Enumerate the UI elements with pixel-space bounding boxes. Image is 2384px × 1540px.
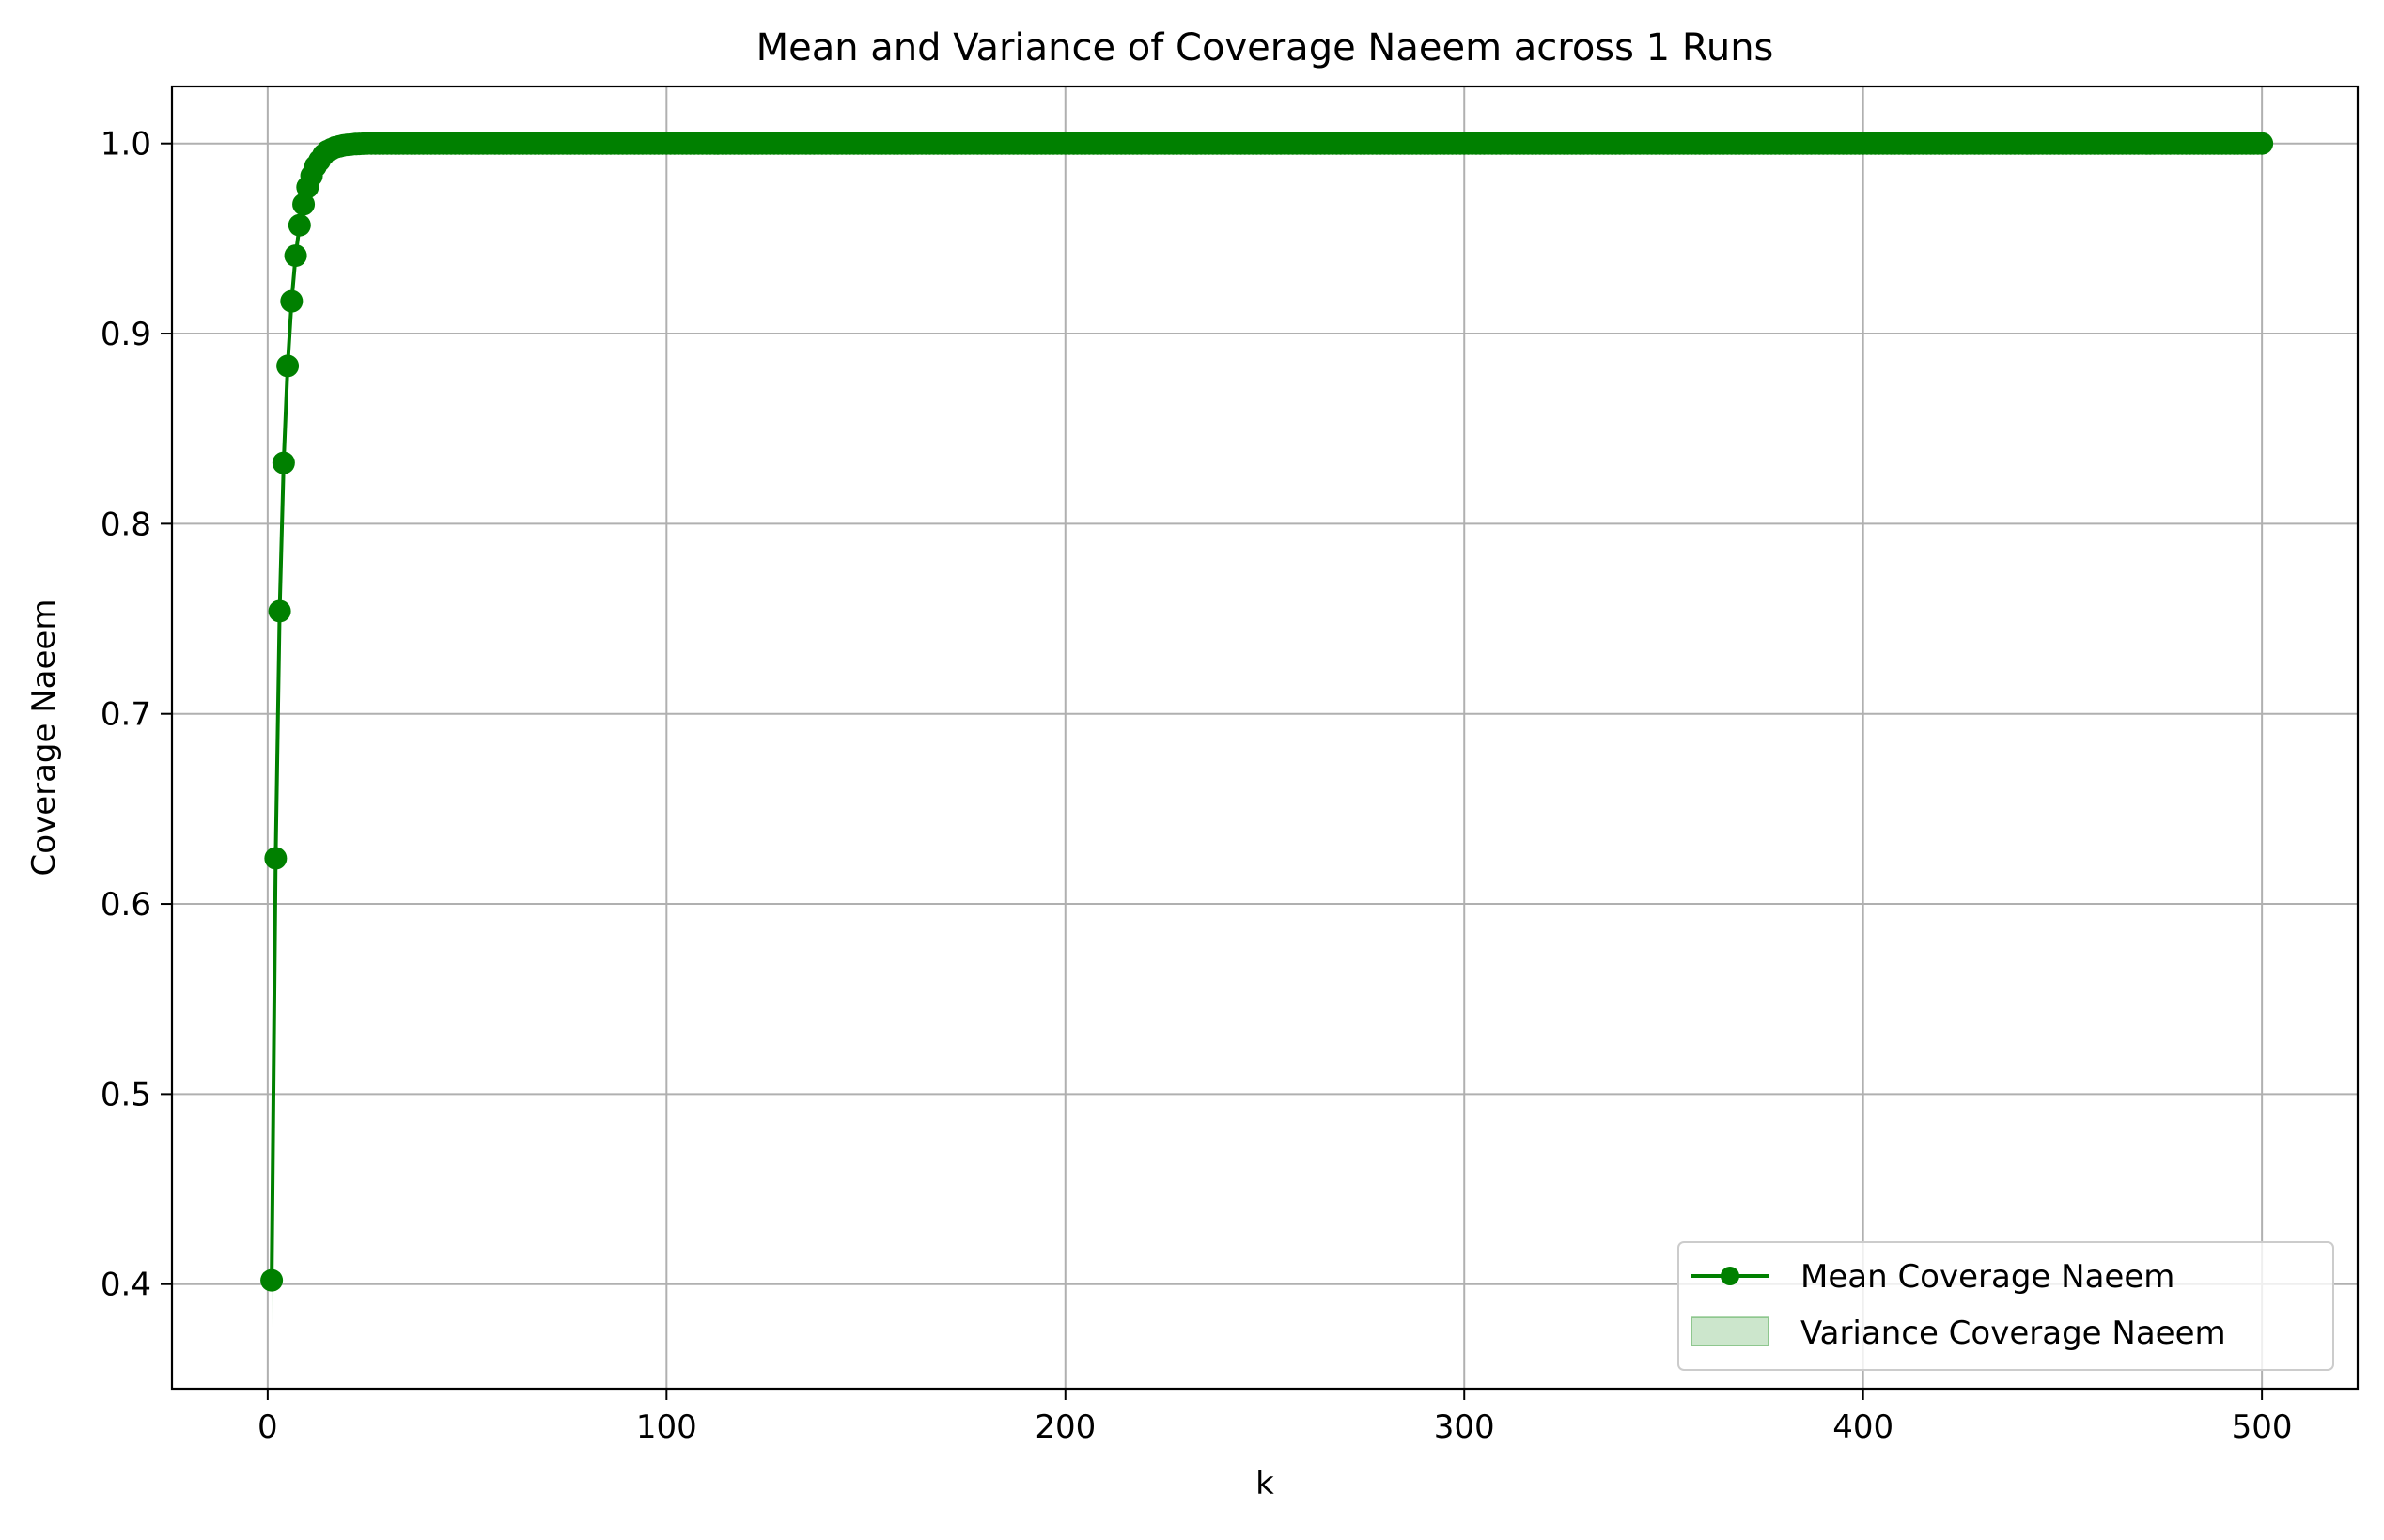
y-tick-label: 0.6 [101,886,151,924]
y-tick-label: 1.0 [101,126,151,163]
data-point [292,193,316,216]
x-tick-label: 0 [257,1408,278,1446]
legend-variance-swatch [1691,1316,1769,1346]
data-point [2251,132,2274,155]
y-tick-label: 0.7 [101,696,151,734]
marker-layer [260,132,2274,1292]
legend-box [1677,1241,2334,1371]
data-point [284,244,307,268]
x-tick-label: 400 [1832,1408,1893,1446]
x-axis-label: k [1255,1465,1274,1502]
chart-title: Mean and Variance of Coverage Naeem acro… [756,26,1774,70]
legend-mean-label: Mean Coverage Naeem [1800,1258,2174,1296]
legend-variance-label: Variance Coverage Naeem [1800,1314,2226,1352]
x-tick-label: 200 [1035,1408,1096,1446]
y-axis-label: Coverage Naeem [25,599,63,877]
legend: Mean Coverage Naeem Variance Coverage Na… [1677,1241,2334,1371]
y-tick-label: 0.9 [101,316,151,353]
data-point [268,599,291,623]
data-point [264,847,288,870]
y-tick-label: 0.8 [101,506,151,543]
x-axis-ticks: 0 100 200 300 400 500 [257,1389,2293,1446]
x-tick-label: 100 [636,1408,697,1446]
x-tick-label: 500 [2232,1408,2293,1446]
legend-mean-marker-swatch [1721,1267,1739,1285]
y-tick-label: 0.5 [101,1076,151,1113]
data-point [288,213,311,237]
data-point [260,1268,284,1292]
y-tick-label: 0.4 [101,1267,151,1304]
y-axis-ticks: 0.4 0.5 0.6 0.7 0.8 0.9 1.0 [101,126,172,1304]
plot-frame [170,85,2360,1391]
data-point [280,289,304,313]
x-tick-label: 300 [1434,1408,1495,1446]
data-point [272,451,295,474]
data-point [276,354,300,378]
